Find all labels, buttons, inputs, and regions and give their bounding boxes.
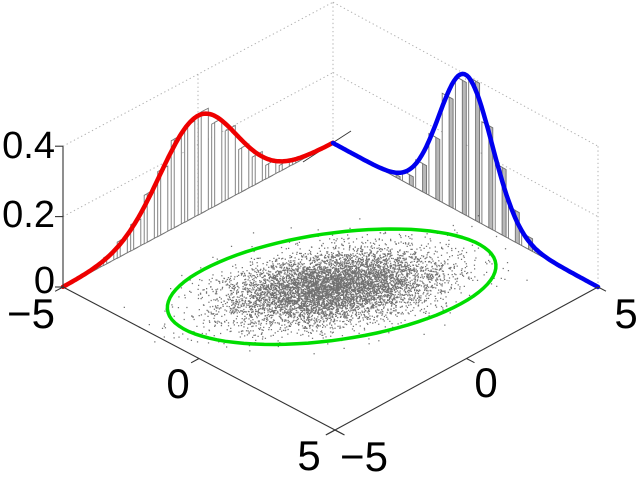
y-axis-tick: [334, 429, 344, 435]
x-axis-tick: [326, 429, 336, 435]
histogram-bar: [160, 165, 169, 236]
y-axis-line: [325, 286, 599, 436]
histogram-bar: [441, 92, 450, 207]
histogram-bar: [241, 143, 250, 193]
normal-fit-curve-red: [60, 111, 336, 290]
y-tick-label: 0: [474, 359, 497, 406]
y-axis-tick: [597, 286, 607, 292]
histogram-bar: [133, 218, 142, 251]
x-axis-tick: [190, 358, 200, 364]
confidence-ellipse-outline: [165, 227, 498, 347]
histogram-bar: [214, 117, 223, 207]
histogram-bar: [200, 107, 209, 215]
histogram-bar: [468, 76, 477, 222]
histogram-bar: [415, 159, 424, 193]
x-tick-label: −5: [7, 290, 55, 337]
x-axis-line: [62, 286, 345, 436]
histogram-bar: [454, 75, 463, 215]
confidence-ellipse: [165, 227, 498, 347]
normal-fit-curve-blue: [330, 71, 601, 290]
tick-labels: 0.4 0.2 0 −5 0 5 −5 0 5: [2, 125, 637, 480]
gridline-left-wall-z: [62, 1, 334, 147]
histogram-bar: [428, 132, 437, 200]
y-tick-label: −5: [340, 433, 388, 480]
histogram-bar: [227, 124, 236, 200]
histogram-bar: [481, 121, 490, 229]
scatter-dots: [123, 215, 528, 355]
y-tick-label: 5: [614, 290, 637, 337]
marginal-fit-curve-x: [330, 71, 601, 290]
histogram-bar: [187, 120, 196, 222]
z-tick-label: 0.4: [2, 125, 55, 167]
x-axis-tick: [54, 286, 64, 292]
x-tick-label: 5: [297, 432, 320, 479]
gridline-right-wall-z: [332, 1, 599, 147]
x-tick-label: 0: [166, 360, 189, 407]
marginal-histogram-x: [348, 75, 587, 282]
histogram-bar: [173, 134, 182, 229]
histogram-bar: [254, 150, 263, 186]
y-axis-tick: [466, 358, 475, 364]
scatter-points: [123, 215, 528, 355]
z-tick-label: 0: [34, 260, 55, 302]
marginal-fit-curve-y: [60, 111, 336, 290]
z-tick-label: 0.2: [2, 194, 55, 236]
axis-lines-and-ticks: [54, 145, 607, 436]
gridline-right-wall-z: [332, 72, 599, 218]
